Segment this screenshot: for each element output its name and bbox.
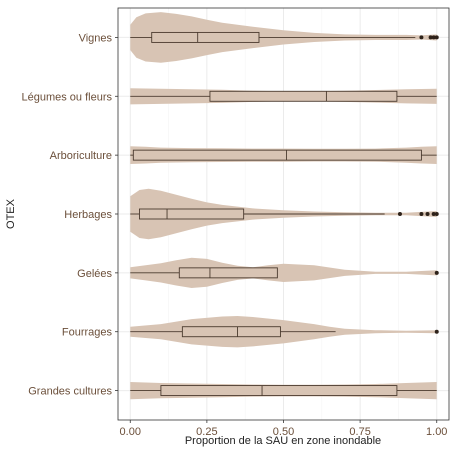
- outlier-point: [431, 35, 436, 40]
- outlier-point: [434, 212, 439, 216]
- x-tick-label: 0.25: [196, 426, 217, 438]
- y-tick-label: Herbages: [64, 209, 112, 221]
- x-axis-label: Proportion de la SAU en zone inondable: [185, 435, 381, 447]
- violin-6: [130, 382, 437, 400]
- x-tick-label: 1.00: [426, 426, 447, 438]
- outlier-point: [419, 212, 424, 216]
- outlier-point: [434, 35, 439, 40]
- y-tick-label: Grandes cultures: [28, 386, 112, 398]
- y-tick-label: Vignes: [79, 32, 113, 44]
- plot-panel-border: [117, 7, 450, 421]
- box-iqr: [160, 385, 398, 397]
- boxplots: [130, 31, 439, 397]
- box-iqr: [132, 149, 422, 161]
- y-axis-label: OTEX: [5, 198, 17, 229]
- outlier-point: [397, 212, 402, 216]
- outlier-point: [425, 212, 430, 216]
- outlier-point: [434, 329, 439, 334]
- violin-1: [130, 88, 437, 105]
- outlier-point: [428, 35, 433, 40]
- box-iqr: [209, 90, 398, 102]
- outlier-point: [434, 270, 439, 275]
- box-iqr: [181, 326, 281, 338]
- ticks: 0.00 0.25 0.50 0.75 1.00 Vignes Légumes ou fle…: [22, 32, 448, 438]
- outlier-point: [431, 212, 436, 216]
- y-tick-label: Arboriculture: [50, 150, 112, 162]
- y-tick-label: Gelées: [77, 268, 112, 280]
- box-iqr: [151, 31, 260, 43]
- y-tick-label: Fourrages: [62, 327, 113, 339]
- violin-2: [130, 146, 437, 164]
- x-tick-label: 0.75: [349, 426, 370, 438]
- box-iqr: [178, 267, 278, 279]
- violin-4: [130, 257, 437, 288]
- x-tick-label: 0.00: [120, 426, 141, 438]
- x-tick-label: 0.50: [273, 426, 294, 438]
- box-iqr: [139, 208, 245, 220]
- outlier-point: [419, 35, 424, 40]
- y-tick-label: Légumes ou fleurs: [22, 91, 113, 103]
